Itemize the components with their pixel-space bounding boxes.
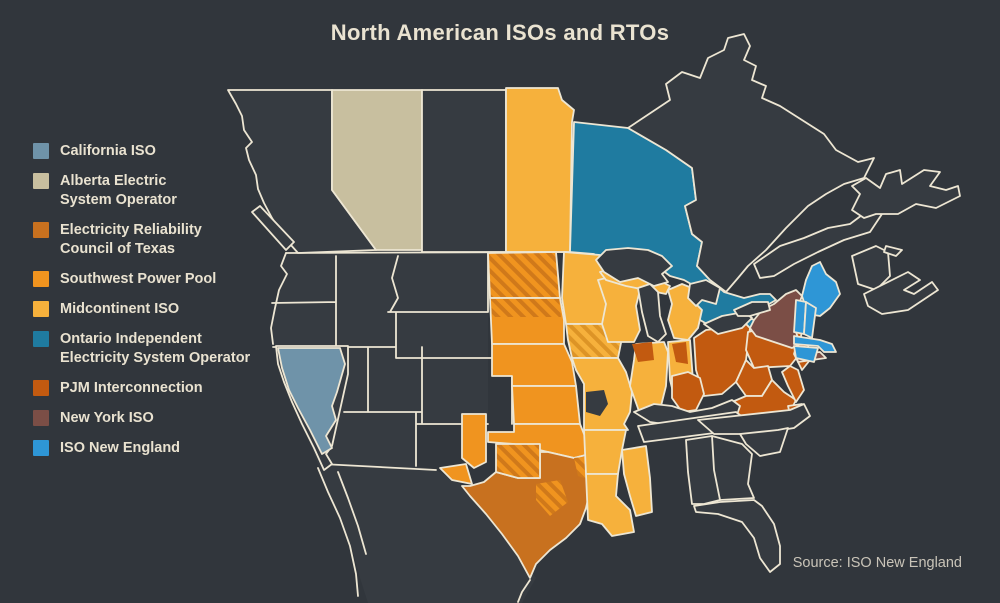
region-delmarva-pjm bbox=[781, 365, 805, 403]
legend: California ISO Alberta Electric System O… bbox=[33, 142, 263, 458]
region-kansas-spp bbox=[511, 385, 581, 425]
region-south-dakota-north-hatch bbox=[491, 299, 561, 317]
region-texas-panhandle-spp-hatched bbox=[495, 443, 541, 479]
region-missouri-non-rto-pocket bbox=[586, 390, 608, 416]
region-north-carolina bbox=[697, 403, 811, 435]
region-arkansas-miso bbox=[583, 429, 627, 475]
legend-label-nyiso: New York ISO bbox=[60, 410, 154, 426]
us-west-state-borders bbox=[271, 252, 513, 467]
region-gaspe-south-shore bbox=[753, 211, 883, 279]
legend-item-pjm: PJM Interconnection bbox=[33, 379, 263, 398]
region-indiana-pjm-pocket bbox=[672, 342, 688, 364]
lake-huron bbox=[687, 279, 721, 307]
lake-superior bbox=[595, 247, 673, 287]
legend-item-spp: Southwest Power Pool bbox=[33, 270, 263, 289]
legend-swatch-ercot bbox=[33, 222, 49, 238]
legend-swatch-isone bbox=[33, 440, 49, 456]
lake-ontario bbox=[733, 301, 771, 317]
region-nebraska-spp bbox=[491, 343, 577, 387]
region-nova-scotia bbox=[863, 271, 939, 315]
lake-michigan bbox=[637, 283, 667, 343]
region-new-mexico-east-spp bbox=[461, 413, 487, 469]
legend-swatch-spp bbox=[33, 271, 49, 287]
region-california-iso bbox=[277, 347, 346, 455]
region-saskatchewan bbox=[421, 89, 507, 253]
region-quebec bbox=[627, 33, 875, 293]
region-mississippi-miso bbox=[621, 445, 653, 517]
lake-erie bbox=[703, 311, 753, 335]
region-new-brunswick bbox=[851, 245, 891, 291]
legend-label-isone: ISO New England bbox=[60, 440, 181, 456]
legend-swatch-ontario-ieso bbox=[33, 331, 49, 347]
legend-item-nyiso: New York ISO bbox=[33, 409, 263, 428]
region-el-paso-spp bbox=[439, 463, 473, 485]
page-title: North American ISOs and RTOs bbox=[330, 20, 670, 45]
legend-swatch-pjm bbox=[33, 380, 49, 396]
region-south-carolina bbox=[739, 427, 789, 457]
region-prince-edward-island bbox=[883, 245, 903, 257]
region-florida bbox=[693, 499, 781, 573]
legend-item-ercot: Electricity Reliability Council of Texas bbox=[33, 221, 263, 259]
region-new-hampshire-isone bbox=[803, 301, 817, 339]
region-north-dakota-spp-hatched bbox=[487, 251, 561, 299]
legend-label-california-iso: California ISO bbox=[60, 143, 156, 159]
legend-label-spp: Southwest Power Pool bbox=[60, 271, 217, 287]
region-manitoba bbox=[505, 87, 575, 253]
legend-label-miso: Midcontinent ISO bbox=[60, 301, 180, 317]
legend-label-ercot: Electricity Reliability Council of Texas bbox=[60, 222, 202, 257]
region-connecticut-rhode-island-isone bbox=[793, 345, 819, 363]
region-alberta bbox=[331, 89, 423, 251]
legend-item-isone: ISO New England bbox=[33, 439, 263, 458]
region-louisiana-miso bbox=[585, 473, 635, 537]
legend-item-california-iso: California ISO bbox=[33, 142, 263, 161]
legend-label-pjm: PJM Interconnection bbox=[60, 380, 203, 396]
legend-item-alberta-electric: Alberta Electric System Operator bbox=[33, 172, 263, 210]
legend-item-ontario-ieso: Ontario Independent Electricity System O… bbox=[33, 330, 263, 368]
legend-swatch-nyiso bbox=[33, 410, 49, 426]
legend-item-miso: Midcontinent ISO bbox=[33, 300, 263, 319]
region-vancouver-island bbox=[251, 205, 295, 251]
region-us-west-and-mexico-land bbox=[271, 253, 536, 603]
region-massachusetts-isone bbox=[793, 335, 837, 353]
legend-swatch-miso bbox=[33, 301, 49, 317]
legend-swatch-alberta-electric bbox=[33, 173, 49, 189]
mexico-border-and-coast bbox=[317, 463, 531, 603]
region-texas-ercot bbox=[461, 451, 597, 579]
region-kentucky-pjm-pocket bbox=[671, 371, 705, 413]
region-alabama bbox=[685, 435, 721, 505]
region-newfoundland bbox=[851, 169, 961, 219]
source-note: Source: ISO New England bbox=[792, 555, 962, 571]
legend-label-alberta-electric: Alberta Electric System Operator bbox=[60, 173, 177, 208]
legend-label-ontario-ieso: Ontario Independent Electricity System O… bbox=[60, 331, 251, 366]
pacific-coastline bbox=[270, 252, 288, 345]
region-maine-isone bbox=[801, 261, 841, 317]
legend-swatch-california-iso bbox=[33, 143, 49, 159]
region-texas-central-hatch bbox=[536, 480, 568, 516]
region-northern-illinois-pjm-pocket bbox=[632, 342, 654, 362]
